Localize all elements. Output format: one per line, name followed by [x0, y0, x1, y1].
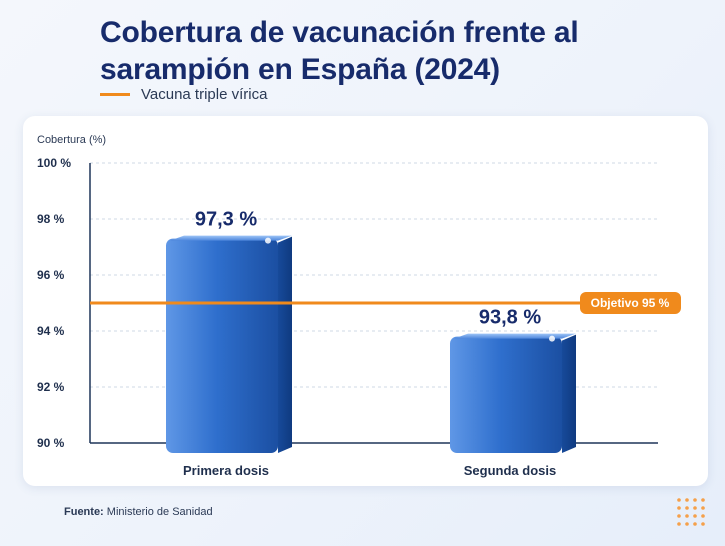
source-label: Fuente: — [64, 506, 104, 518]
x-tick-label: Segunda dosis — [464, 463, 556, 478]
bar-highlight — [265, 237, 271, 244]
bar-top — [170, 235, 292, 241]
target-label: Objetivo 95 % — [591, 296, 670, 310]
chart-title: Cobertura de vacunación frente al saramp… — [100, 16, 579, 86]
bar-group: 93,8 % Segunda dosis — [450, 307, 576, 478]
bar-group: 97,3 % Primera dosis — [166, 209, 292, 478]
y-tick-label: 100 % — [37, 156, 71, 170]
legend: Vacuna triple vírica — [100, 84, 267, 104]
bar — [450, 336, 562, 453]
x-tick-label: Primera dosis — [183, 463, 269, 478]
dots-decoration — [677, 498, 705, 526]
y-axis-label: Cobertura (%) — [37, 134, 106, 146]
source-note: Fuente: Ministerio de Sanidad — [64, 506, 213, 518]
y-tick-label: 94 % — [37, 324, 65, 338]
bar-side — [278, 236, 292, 453]
bar-highlight — [549, 335, 555, 342]
data-label: 97,3 % — [195, 209, 257, 231]
data-label: 93,8 % — [479, 307, 541, 329]
bar-top — [454, 333, 576, 339]
y-tick-label: 96 % — [37, 268, 65, 282]
legend-label: Vacuna triple vírica — [141, 85, 268, 103]
source-value: Ministerio de Sanidad — [106, 506, 213, 518]
legend-swatch — [100, 92, 130, 96]
y-tick-label: 98 % — [37, 212, 65, 226]
y-tick-label: 92 % — [37, 380, 65, 394]
bar-side — [562, 334, 576, 453]
bar — [166, 238, 278, 453]
y-tick-label: 90 % — [37, 436, 65, 450]
target-badge — [580, 292, 681, 314]
